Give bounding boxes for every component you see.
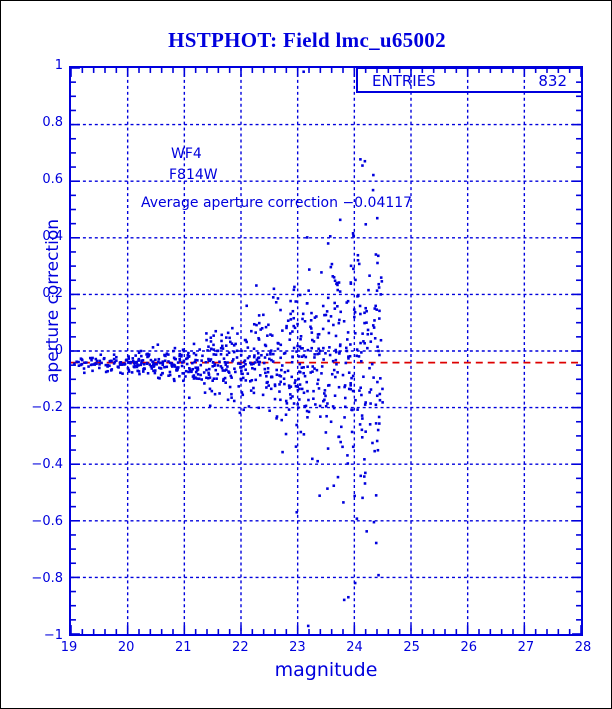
x-axis-tick-label: 25 bbox=[403, 640, 420, 655]
y-axis-tick-label: −0.4 bbox=[31, 457, 63, 472]
y-axis-tick-label: −0.8 bbox=[31, 571, 63, 586]
y-axis-tick-label: 0.8 bbox=[42, 115, 63, 130]
y-axis-tick-label: 0.6 bbox=[42, 172, 63, 187]
x-axis-tick-label: 22 bbox=[232, 640, 249, 655]
x-axis-tick-labels: 19 20 21 22 23 24 25 26 27 28 bbox=[61, 640, 592, 660]
annotation-average-aperture-correction: Average aperture correction −0.04117 bbox=[141, 195, 413, 211]
y-axis-tick-label: −0.2 bbox=[31, 400, 63, 415]
scatter-points bbox=[73, 70, 384, 628]
x-axis-tick-label: 24 bbox=[346, 640, 363, 655]
x-axis-tick-label: 23 bbox=[289, 640, 306, 655]
x-axis-tick-label: 21 bbox=[174, 640, 192, 655]
y-axis-tick-label: 0.4 bbox=[42, 229, 63, 244]
page-title: HSTPHOT: Field lmc_u65002 bbox=[168, 28, 446, 52]
annotation-filter: F814W bbox=[169, 167, 218, 183]
x-axis-tick-label: 20 bbox=[117, 640, 135, 655]
y-axis-tick-label: 1 bbox=[54, 58, 63, 73]
x-axis-tick-label: 26 bbox=[460, 640, 478, 655]
y-axis-tick-labels: −1 −0.8 −0.6 −0.4 −0.2 0 0.2 0.4 0.6 0.8 1 bbox=[7, 58, 63, 643]
x-axis-title: magnitude bbox=[274, 659, 378, 681]
stats-entries-value: 832 bbox=[538, 72, 567, 90]
plot-area: WF4 F814W Average aperture correction −0… bbox=[69, 66, 583, 636]
x-axis-tick-label: 19 bbox=[60, 640, 78, 655]
y-axis-tick-label: −0.6 bbox=[31, 514, 63, 529]
y-axis-tick-label: 0 bbox=[54, 343, 63, 358]
stats-entries-label: ENTRIES bbox=[372, 72, 436, 90]
x-axis-tick-label: 27 bbox=[517, 640, 535, 655]
y-axis-tick-label: 0.2 bbox=[42, 286, 63, 301]
stats-box: ENTRIES 832 bbox=[356, 67, 583, 93]
y-axis-tick-label: −1 bbox=[43, 628, 63, 643]
annotation-chip: WF4 bbox=[171, 146, 202, 162]
plot-inner bbox=[70, 67, 582, 635]
x-axis-tick-label: 28 bbox=[574, 640, 592, 655]
